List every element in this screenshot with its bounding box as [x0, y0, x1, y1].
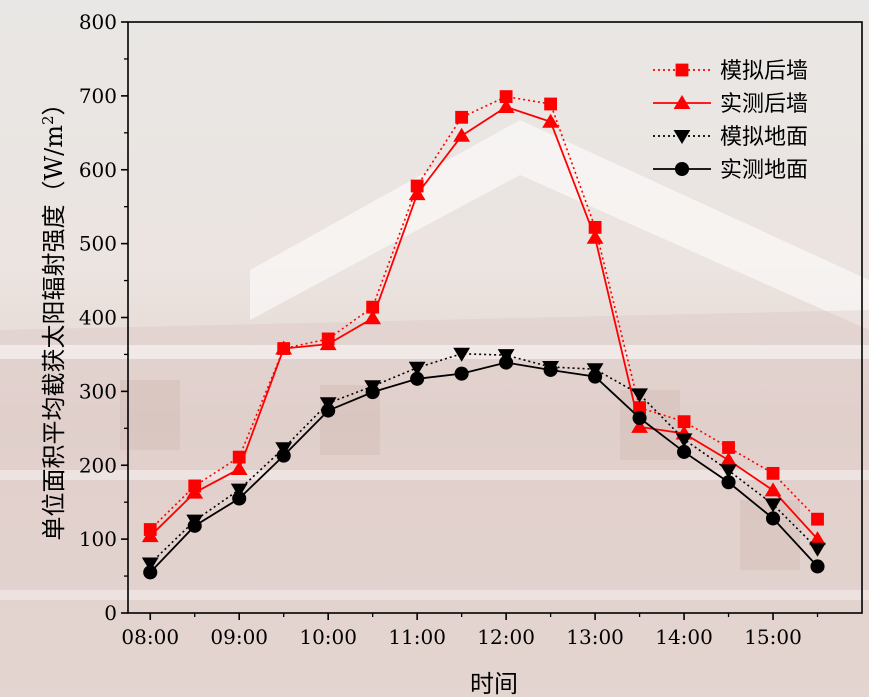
data-point — [631, 388, 648, 403]
data-point — [187, 518, 202, 533]
data-point — [675, 433, 693, 448]
data-point — [410, 371, 425, 386]
x-tick-label: 08:00 — [121, 625, 179, 649]
data-point — [631, 418, 648, 433]
y-tick-label: 800 — [79, 10, 117, 34]
data-point — [499, 355, 514, 370]
x-tick-label: 11:00 — [388, 625, 446, 649]
legend-item-3: 模拟地面 — [653, 125, 808, 150]
data-point — [722, 441, 735, 454]
data-point — [319, 336, 337, 351]
data-point — [588, 369, 603, 384]
y-tick-label: 0 — [104, 601, 117, 625]
data-point — [499, 90, 513, 104]
legend-marker — [674, 161, 690, 177]
data-point — [230, 483, 248, 498]
data-point — [321, 403, 336, 418]
y-tick-label: 200 — [79, 453, 117, 477]
series-line — [149, 95, 819, 531]
y-tick-label: 400 — [79, 306, 117, 330]
data-point — [543, 362, 558, 377]
data-point — [586, 229, 604, 244]
y-tick-label: 600 — [79, 158, 117, 182]
legend-marker — [675, 63, 689, 77]
data-point — [141, 528, 159, 543]
legend-label: 实测地面 — [720, 158, 808, 183]
data-point — [186, 484, 204, 499]
x-tick-label: 14:00 — [655, 625, 713, 649]
data-point — [408, 186, 426, 201]
data-point — [232, 491, 247, 506]
legend-marker — [673, 130, 691, 144]
data-point — [811, 512, 824, 526]
legend-marker — [673, 95, 691, 109]
data-point — [453, 127, 471, 142]
x-axis-title: 时间 — [470, 670, 518, 697]
y-tick-label: 500 — [79, 232, 117, 256]
data-point — [809, 542, 826, 557]
y-axis-title: 单位面积平均截获太阳辐射强度（W/m2） — [39, 91, 68, 540]
legend-item-1: 模拟后墙 — [653, 59, 808, 84]
y-tick-label: 100 — [79, 527, 117, 551]
y-tick-label: 300 — [79, 379, 117, 403]
data-point — [720, 452, 737, 467]
series-line — [149, 361, 819, 573]
x-tick-label: 10:00 — [299, 625, 357, 649]
y-axis-title-end: ） — [40, 91, 68, 115]
data-point — [764, 482, 782, 497]
data-point — [721, 475, 736, 490]
y-tick-label: 700 — [79, 84, 117, 108]
data-point — [677, 444, 692, 459]
data-point — [408, 361, 426, 376]
x-tick-label: 13:00 — [566, 625, 624, 649]
data-point — [810, 559, 825, 574]
data-point — [809, 531, 826, 546]
series-4 — [143, 355, 825, 580]
x-tick-label: 09:00 — [210, 625, 268, 649]
y-axis-title-sup: 2 — [39, 115, 57, 125]
series-line — [149, 105, 819, 540]
data-point — [764, 498, 782, 513]
data-point — [766, 466, 780, 480]
series-line — [149, 352, 819, 565]
data-point — [275, 340, 293, 355]
legend-label: 实测后墙 — [720, 92, 808, 117]
legend-label: 模拟后墙 — [720, 59, 808, 84]
data-point — [720, 464, 737, 479]
x-tick-label: 12:00 — [477, 625, 535, 649]
legend-label: 模拟地面 — [720, 125, 808, 150]
x-axis: 08:00 09:00 10:00 11:00 12:00 13:00 14:00 15:00 — [121, 613, 819, 649]
y-axis: 0 100 200 300 400 500 600 700 800 — [79, 10, 128, 625]
data-point — [497, 98, 515, 113]
data-point — [454, 366, 469, 381]
data-point — [544, 97, 558, 111]
data-point — [141, 557, 159, 572]
legend-item-2: 实测后墙 — [653, 92, 808, 117]
x-tick-label: 15:00 — [744, 625, 802, 649]
data-point — [230, 460, 248, 475]
legend-item-4: 实测地面 — [653, 158, 808, 183]
data-point — [276, 448, 291, 463]
data-point — [453, 347, 471, 362]
data-point — [143, 565, 158, 580]
data-point — [542, 113, 560, 128]
data-point — [632, 410, 647, 426]
series-layer — [141, 90, 826, 580]
data-point — [765, 511, 781, 526]
data-point — [364, 310, 382, 325]
y-axis-title-main: 单位面积平均截获太阳辐射强度（W/m — [40, 125, 68, 541]
data-point — [455, 110, 469, 124]
data-point — [365, 385, 380, 400]
data-point — [677, 415, 691, 429]
svg-text:单位面积平均截获太阳辐射强度（W/m2）: 单位面积平均截获太阳辐射强度（W/m2） — [39, 91, 68, 540]
